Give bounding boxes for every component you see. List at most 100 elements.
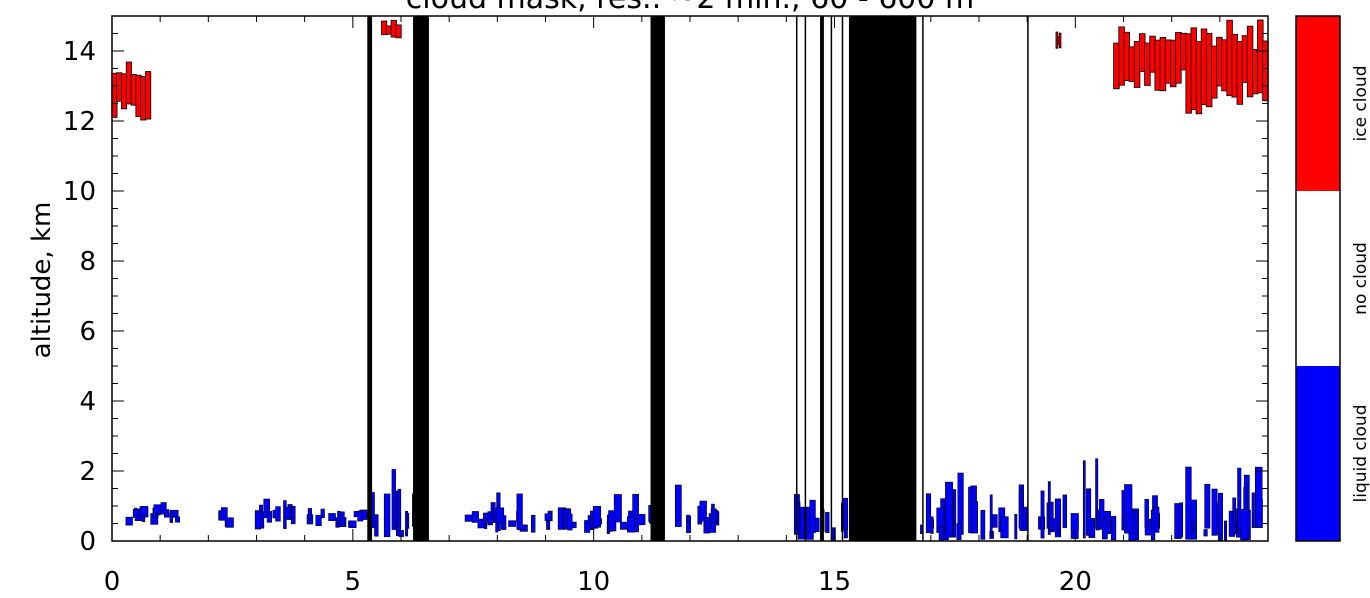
x-tick-label: 20 [1059,567,1092,597]
liquid-cloud-blob [141,514,146,523]
liquid-cloud-blob [1018,490,1024,529]
liquid-cloud-blob [1099,499,1105,530]
colorbar-label: liquid cloud [1351,405,1370,503]
liquid-cloud-blob [220,507,228,521]
ice-cloud-region [1185,19,1269,115]
plot-frame [111,15,1269,542]
liquid-cloud-region [464,492,536,533]
liquid-cloud-blob [1124,484,1133,534]
liquid-cloud-blob [1101,519,1108,540]
liquid-cloud-blob [328,513,336,521]
no-data-bar [841,16,844,541]
liquid-cloud-blob [592,506,602,528]
y-tick-label: 12 [63,107,96,137]
y-tick-label: 4 [79,387,96,417]
liquid-cloud-blob [1000,516,1009,539]
liquid-cloud-blob [945,481,953,538]
liquid-cloud-blob [340,511,345,525]
x-axis: 0 5 10 15 20 [104,16,1269,597]
liquid-cloud-blob [1123,514,1128,531]
liquid-cloud-blob [991,514,998,528]
colorbar-segment [1296,16,1340,191]
liquid-cloud-blob [153,504,162,514]
plot-area [111,15,1269,542]
liquid-cloud-blob [1014,513,1018,540]
liquid-cloud-blob [1203,529,1208,537]
liquid-cloud-blob [1217,492,1223,541]
liquid-cloud-blob [1048,501,1054,531]
liquid-cloud-blob [290,505,296,525]
ice-cloud-blob [395,24,402,39]
liquid-cloud-blob [225,517,234,528]
liquid-cloud-blob [1251,492,1255,529]
colorbar-label: no cloud [1351,242,1370,315]
liquid-cloud-blob [1054,498,1062,538]
liquid-cloud-blob [567,513,573,531]
no-data-bar [804,16,807,541]
liquid-cloud-blob [1150,509,1156,541]
liquid-cloud-blob [925,493,932,534]
liquid-cloud-blob [627,516,635,533]
liquid-cloud-blob [357,510,364,522]
y-axis: 0 2 4 6 8 10 12 14 [63,15,1268,557]
ice-cloud-blob [1058,32,1062,49]
liquid-cloud-blob [1254,466,1263,528]
liquid-cloud-region [254,498,368,530]
liquid-cloud-blob [477,518,485,529]
x-tick-label: 10 [577,567,610,597]
liquid-cloud-blob [175,516,181,523]
liquid-cloud-blob [405,510,409,537]
liquid-cloud-blob [307,508,312,521]
liquid-cloud-blob [1070,513,1079,539]
colorbar: liquid cloud no cloud ice cloud [1295,15,1370,542]
liquid-cloud-blob [464,514,473,522]
liquid-cloud-region [125,502,181,526]
liquid-cloud-region [544,493,655,534]
liquid-cloud-blob [544,513,552,521]
liquid-cloud-blob [1096,509,1100,531]
liquid-cloud-blob [132,508,140,518]
liquid-cloud-blob [632,493,639,533]
liquid-cloud-blob [674,484,682,527]
ice-cloud-region [1113,26,1187,92]
liquid-cloud-blob [1224,520,1228,542]
liquid-cloud-blob [254,510,261,530]
y-tick-label: 10 [63,177,96,207]
ice-cloud-region [111,61,152,121]
y-tick-label: 14 [63,37,96,67]
colorbar-segment [1296,191,1340,366]
liquid-cloud-blob [383,493,391,538]
liquid-cloud-blob [1055,524,1060,533]
y-axis-label: altitude, km [27,202,57,359]
liquid-cloud-blob [1185,466,1192,540]
liquid-cloud-blob [799,515,805,534]
liquid-cloud-blob [637,514,646,526]
y-tick-label: 6 [79,317,96,347]
liquid-cloud-blob [980,509,986,540]
no-data-bar [650,16,665,541]
no-data-bar [367,16,373,541]
liquid-cloud-blob [315,514,322,526]
liquid-cloud-blob [620,521,628,530]
y-tick-label: 2 [79,457,96,487]
liquid-cloud-blob [164,509,170,518]
liquid-cloud-region [920,458,1263,542]
liquid-cloud-blob [1110,515,1117,541]
liquid-cloud-blob [125,516,133,526]
ice-cloud-blob [145,71,152,120]
colorbar-label: ice cloud [1351,66,1370,142]
x-tick-label: 0 [104,567,121,597]
liquid-cloud-blob [483,512,488,522]
liquid-cloud-blob [1232,497,1237,534]
liquid-cloud-blob [391,469,396,530]
liquid-cloud-blob [266,510,272,523]
liquid-cloud-blob [705,517,710,530]
colorbar-frame [1295,15,1341,542]
liquid-cloud-blob [337,510,341,524]
ice-cloud-region [381,19,402,39]
liquid-cloud-region [218,507,234,528]
liquid-cloud-blob [1179,502,1184,538]
y-tick-label: 8 [79,247,96,277]
x-tick-label: 5 [345,567,362,597]
chart-title: cloud mask, res.: ~2 min., 60 - 600 m [406,0,974,16]
